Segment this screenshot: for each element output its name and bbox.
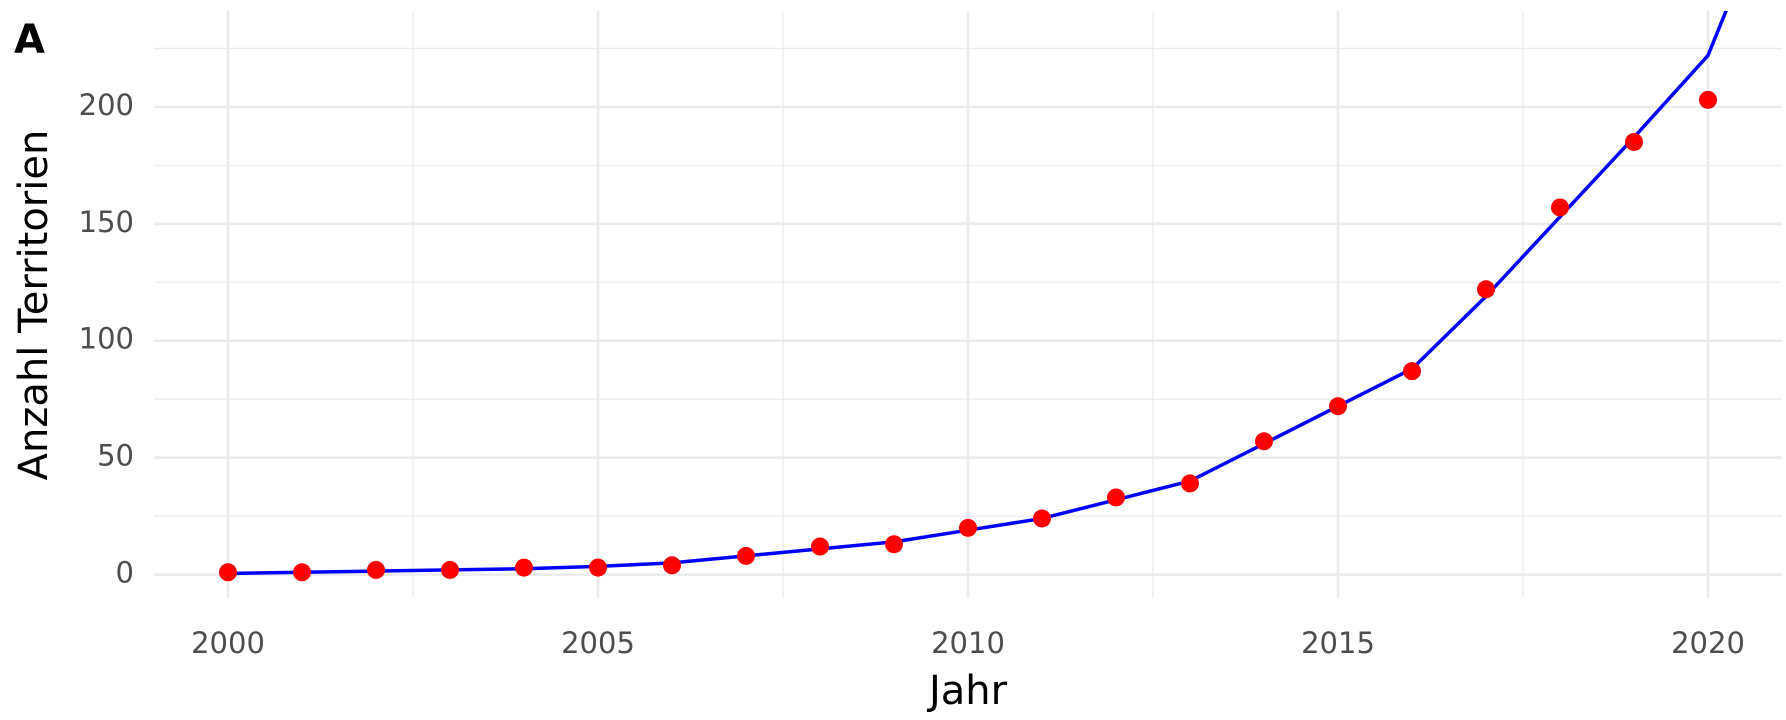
data-point [589,558,607,577]
x-tick-label: 2015 [1301,626,1375,660]
data-point [441,560,459,579]
data-point [293,563,311,582]
data-point [1033,509,1051,528]
y-tick-label: 150 [79,205,134,239]
data-point [1255,432,1273,451]
data-point [1107,488,1125,507]
y-tick-label: 100 [79,322,134,356]
y-tick-label: 50 [97,439,134,473]
x-tick-label: 2020 [1671,626,1745,660]
data-point [367,560,385,579]
data-point [515,558,533,577]
data-point [1329,397,1347,416]
data-point [885,535,903,554]
data-point [663,556,681,575]
data-point [811,537,829,556]
x-tick-label: 2005 [561,626,635,660]
data-point [737,546,755,565]
plot-area [219,11,1728,582]
y-tick-label: 200 [79,88,134,122]
x-tick-label: 2000 [191,626,265,660]
x-tick-label: 2010 [931,626,1005,660]
y-axis-title: Anzahl Territorien [11,130,57,481]
y-tick-label: 0 [116,556,134,590]
fit-line [227,11,1728,576]
x-axis-title: Jahr [926,668,1008,714]
data-point [1477,280,1495,299]
grid [154,11,1782,598]
panel-label: A [14,17,45,63]
data-point [1625,132,1643,151]
data-point [959,518,977,537]
data-point [1551,198,1569,217]
data-point [219,563,237,582]
data-point [1699,90,1717,109]
data-point [1403,362,1421,381]
data-point [1181,474,1199,493]
